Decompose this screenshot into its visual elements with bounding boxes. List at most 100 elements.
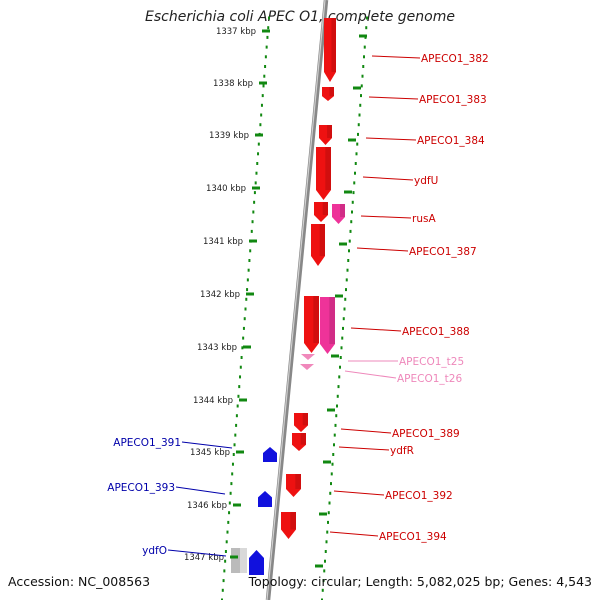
outer-tick-mark (319, 512, 327, 516)
outer-dot-track (363, 45, 366, 49)
outer-dot-track (361, 74, 364, 78)
gene-label: APECO1_389 (392, 428, 460, 440)
accession-text: Accession: NC_008563 (8, 574, 151, 589)
outer-dot-track (357, 123, 360, 127)
gene-ydfo-pseudo (231, 548, 247, 573)
kbp-tick-label: 1339 kbp (209, 131, 249, 141)
inner-dot-track (250, 229, 253, 233)
gene-label: APECO1_t25 (399, 356, 464, 368)
kbp-tick-mark (259, 81, 267, 85)
inner-dot-track (249, 249, 252, 253)
inner-dot-track (237, 394, 240, 398)
kbp-tick-label: 1342 kbp (200, 290, 240, 300)
gene-label: APECO1_t26 (397, 373, 462, 385)
gene-apeco1-388 (304, 296, 319, 353)
kbp-tick-mark (236, 450, 244, 454)
gene-apeco1-394-shade (290, 512, 296, 530)
gene-ydfu-shade (325, 147, 331, 190)
gene-ydfr (292, 433, 306, 451)
inner-dot-track (224, 559, 227, 563)
outer-dot-track (341, 336, 344, 340)
inner-dot-track (251, 220, 254, 224)
inner-dot-track (252, 210, 255, 214)
gene-leader-line (338, 446, 390, 451)
inner-dot-track (235, 423, 238, 427)
outer-dot-track (339, 365, 341, 369)
inner-dot-track (256, 162, 259, 165)
outer-dot-track (342, 326, 344, 330)
inner-dot-track (231, 462, 234, 466)
outer-tick-mark (335, 294, 343, 298)
outer-dot-track (336, 394, 339, 398)
kbp-tick-mark (249, 239, 257, 243)
gene-leader-line (344, 370, 397, 379)
gene-leader-line (167, 549, 227, 557)
inner-dot-track (245, 297, 248, 301)
outer-dot-track (362, 65, 365, 68)
outer-dot-track (340, 346, 343, 350)
kbp-tick-label: 1347 kbp (184, 553, 224, 563)
inner-dot-track (257, 152, 260, 156)
inner-dot-track (247, 268, 250, 272)
outer-dot-track (351, 200, 354, 204)
outer-dot-track (331, 462, 334, 466)
gene-leader-line (371, 55, 421, 59)
outer-dot-track (324, 550, 327, 553)
inner-dot-track (231, 472, 234, 476)
outer-dot-track (346, 268, 349, 272)
inner-dot-track (264, 55, 267, 59)
inner-dot-track (266, 35, 269, 39)
kbp-tick-mark (252, 186, 260, 190)
outer-dot-track (332, 453, 335, 456)
inner-dot-track (259, 123, 262, 127)
gene-label: ydfU (414, 175, 438, 187)
outer-dot-track (334, 423, 337, 427)
gene-apeco1-384 (319, 125, 332, 145)
outer-dot-track (322, 579, 325, 583)
outer-dot-track (321, 598, 323, 600)
outer-dot-track (348, 249, 350, 253)
gene-rusa-shade (340, 204, 345, 217)
kbp-tick-label: 1344 kbp (193, 396, 233, 406)
gene-apeco1-387-shade (319, 224, 325, 256)
gene-leader-line (356, 247, 409, 252)
gene-leader-line (333, 490, 385, 496)
gene-apeco1-388b-shade (329, 297, 335, 344)
outer-dot-track (329, 491, 332, 495)
kbp-tick-mark (262, 29, 270, 33)
gene-ydfo-pseudo-shade (240, 548, 247, 573)
gene-apeco1-389-shade (302, 413, 308, 426)
genome-backbone (265, 0, 329, 600)
gene-apeco1-386-shade (322, 202, 328, 215)
kbp-tick-label: 1337 kbp (216, 27, 256, 37)
gene-ydfr-shade (300, 433, 306, 445)
tick-marks: 1337 kbp 1338 kbp 1339 kbp 1340 kbp 1341 kbp… (184, 27, 367, 568)
outer-dot-track (321, 588, 324, 592)
inner-dot-track (240, 356, 243, 359)
gene-apeco1-t26 (300, 364, 314, 370)
outer-dot-track (349, 229, 352, 233)
outer-dot-track (343, 307, 346, 311)
gene-label: APECO1_382 (421, 53, 489, 65)
outer-tick-mark (359, 34, 367, 38)
outer-dot-track (335, 414, 338, 418)
genome-title: Escherichia coli APEC O1, complete genom… (145, 9, 455, 25)
gene-label: ydfR (390, 445, 414, 457)
inner-dot-track (227, 520, 230, 524)
outer-dot-track (344, 297, 347, 301)
gene-apeco1-391 (263, 447, 277, 462)
kbp-tick-mark (233, 503, 241, 507)
inner-dot-track (230, 482, 233, 486)
inner-dot-track (226, 530, 229, 534)
backbone-highlight (266, 0, 326, 600)
outer-dot-track (325, 540, 328, 544)
gene-leader-line (340, 428, 392, 434)
outer-dot-track (360, 94, 362, 98)
inner-dot-track (260, 103, 263, 107)
outer-dot-track (323, 569, 326, 573)
gene-label: ydfO (142, 545, 167, 557)
gene-leader-line (181, 441, 233, 449)
outer-dot-track (342, 317, 345, 321)
gene-label: rusA (412, 213, 436, 225)
